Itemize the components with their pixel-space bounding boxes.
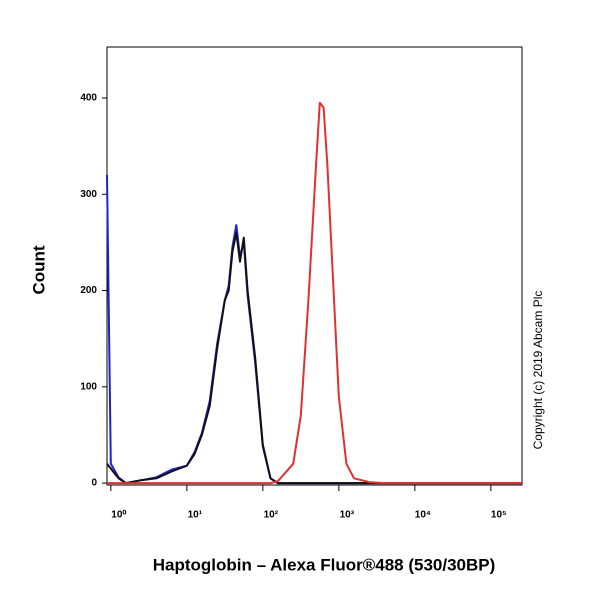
x-tick-label: 10²: [264, 510, 279, 521]
histogram-line: [106, 231, 522, 485]
copyright: Copyright (c) 2019 Abcam Plc: [531, 291, 545, 450]
x-axis-label: Haptoglobin – Alexa Fluor®488 (530/30BP): [153, 555, 496, 574]
y-tick-label: 300: [80, 189, 97, 200]
x-tick-label: 10³: [340, 510, 355, 521]
x-tick-label: 10⁴: [415, 510, 431, 521]
y-axis-label: Count: [29, 245, 48, 294]
x-tick-label: 10⁰: [111, 510, 126, 521]
x-tick-label: 10⁵: [491, 510, 507, 521]
y-tick-label: 200: [80, 285, 97, 296]
histogram-line: [107, 101, 522, 485]
y-tick-label: 0: [91, 478, 97, 489]
plot-frame: [106, 46, 523, 486]
y-tick-label: 100: [80, 381, 97, 392]
y-tick-label: 400: [80, 93, 97, 104]
histogram-line: [106, 174, 522, 485]
x-tick-label: 10¹: [188, 510, 203, 521]
